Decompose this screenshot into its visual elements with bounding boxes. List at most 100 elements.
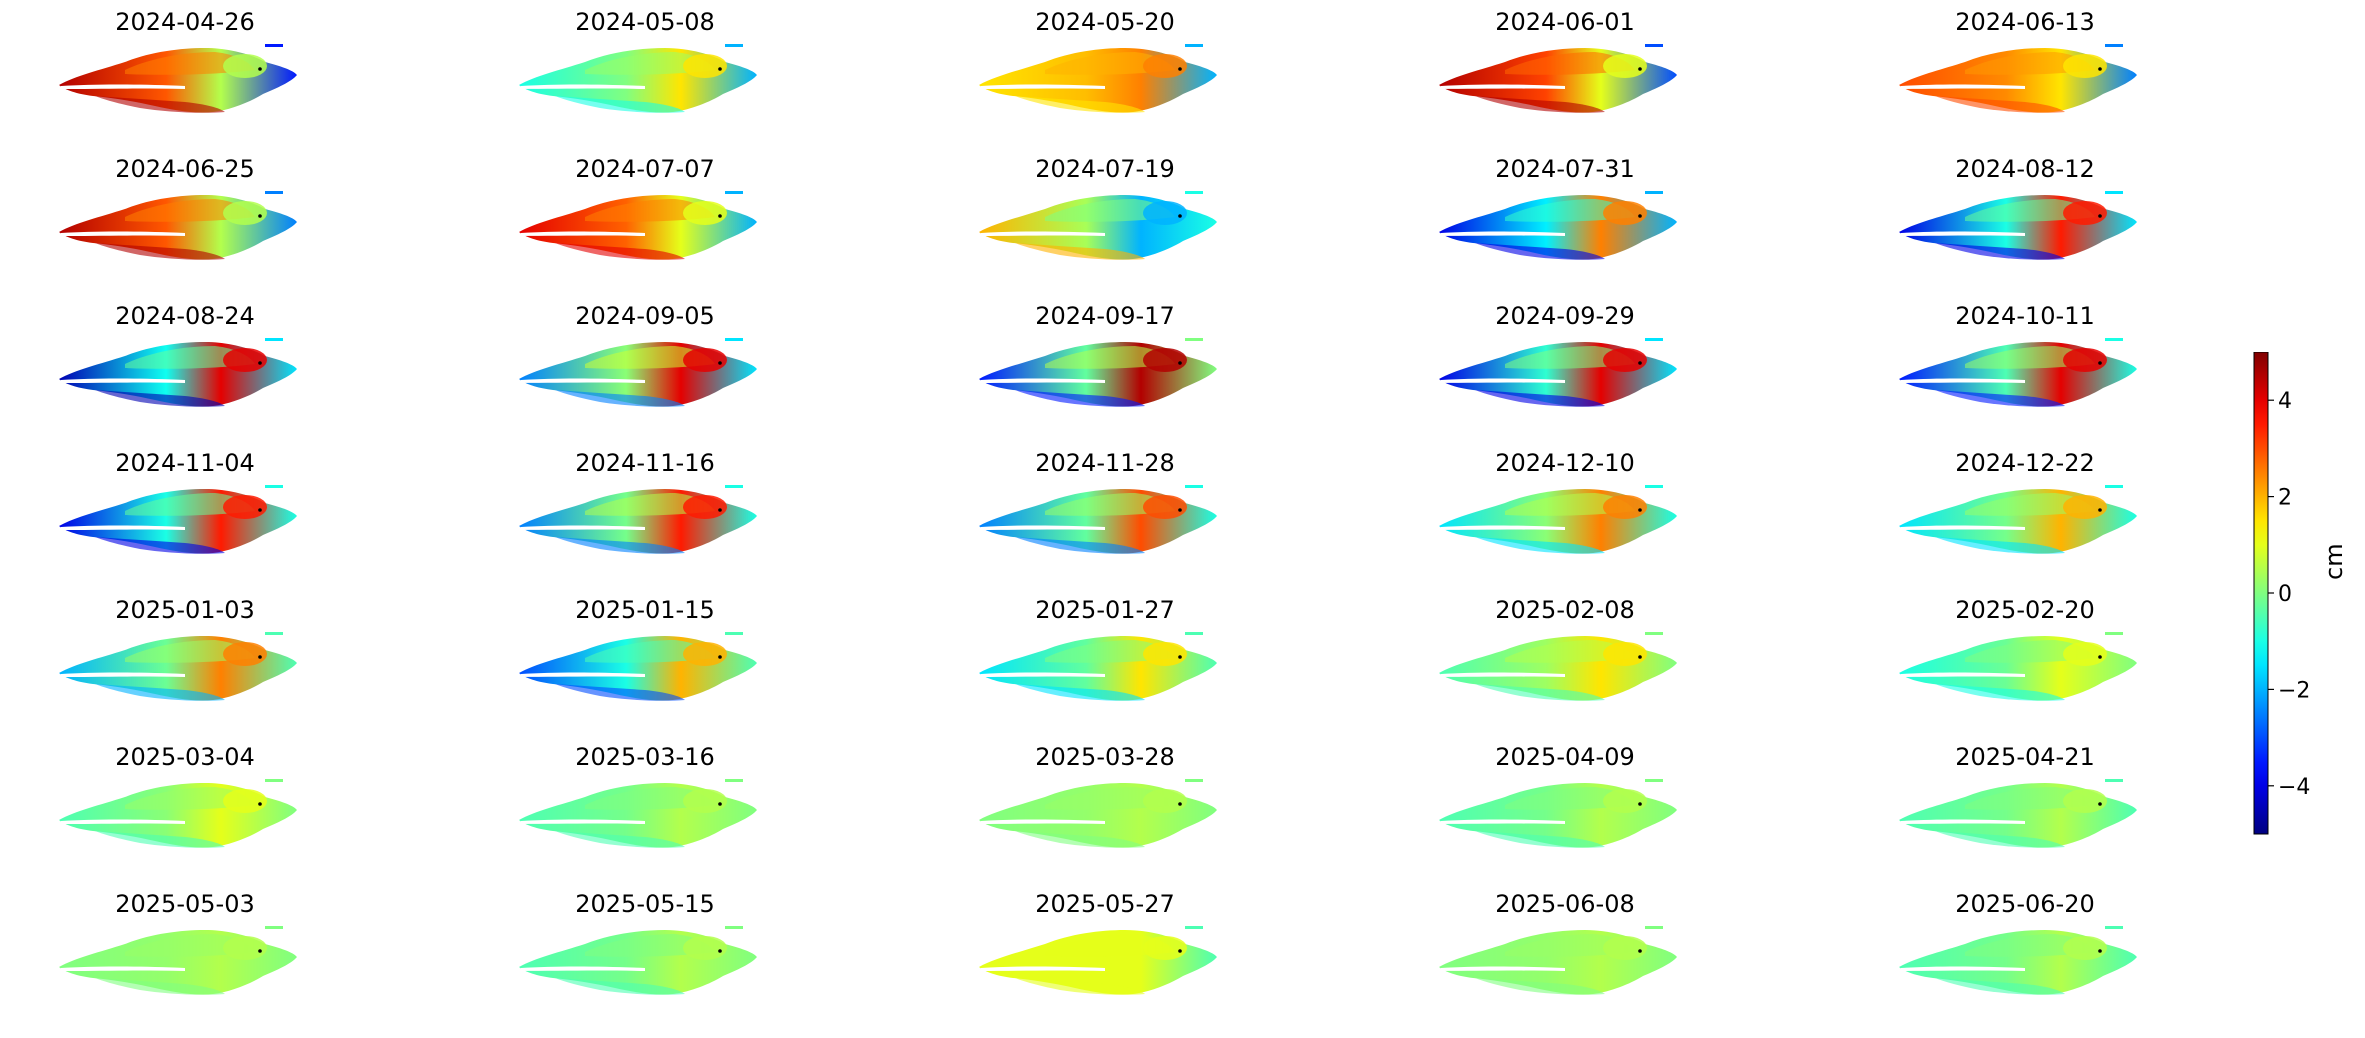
panel-date-label: 2024-08-24 bbox=[115, 302, 255, 330]
map-panel: 2025-03-28 bbox=[975, 735, 1235, 855]
displacement-hotspot bbox=[683, 495, 727, 519]
isolated-pixels bbox=[265, 338, 283, 341]
map-gap bbox=[1901, 378, 2025, 383]
map-panel: 2024-04-26 bbox=[55, 0, 315, 120]
isolated-pixels bbox=[2105, 632, 2123, 635]
colorbar-tick-label: −2 bbox=[2278, 678, 2310, 703]
panel-date-label: 2025-06-08 bbox=[1495, 890, 1635, 918]
displacement-patch bbox=[125, 934, 255, 957]
map-gap bbox=[1441, 672, 1565, 677]
panel-date-label: 2024-12-10 bbox=[1495, 449, 1635, 477]
displacement-hotspot bbox=[223, 936, 267, 960]
displacement-patch bbox=[1045, 346, 1175, 369]
map-panel: 2024-10-11 bbox=[1895, 294, 2155, 414]
displacement-map bbox=[979, 338, 1217, 407]
displacement-hotspot bbox=[1143, 54, 1187, 78]
displacement-patch bbox=[1015, 684, 1145, 701]
displacement-patch bbox=[555, 831, 685, 848]
displacement-hotspot bbox=[223, 789, 267, 813]
reference-point bbox=[1178, 214, 1182, 218]
map-panel: 2025-06-20 bbox=[1895, 882, 2155, 1002]
map-gap bbox=[1441, 966, 1565, 971]
isolated-pixels bbox=[725, 926, 743, 929]
map-gap bbox=[1901, 966, 2025, 971]
map-panel: 2025-01-15 bbox=[515, 588, 775, 708]
displacement-patch bbox=[125, 199, 255, 222]
displacement-map bbox=[979, 485, 1217, 554]
displacement-map bbox=[1899, 779, 2137, 848]
displacement-patch bbox=[1045, 787, 1175, 810]
reference-point bbox=[1178, 949, 1182, 953]
displacement-patch bbox=[585, 199, 715, 222]
panel-date-label: 2024-06-13 bbox=[1955, 8, 2095, 36]
isolated-pixels bbox=[1645, 485, 1663, 488]
colorbar-tick-label: 2 bbox=[2278, 486, 2292, 511]
displacement-map bbox=[59, 779, 297, 848]
panel-date-label: 2025-03-16 bbox=[575, 743, 715, 771]
map-panel: 2024-11-16 bbox=[515, 441, 775, 561]
displacement-patch bbox=[1475, 537, 1605, 554]
displacement-hotspot bbox=[223, 495, 267, 519]
isolated-pixels bbox=[1185, 44, 1203, 47]
displacement-patch bbox=[1935, 831, 2065, 848]
reference-point bbox=[1178, 802, 1182, 806]
map-gap bbox=[521, 966, 645, 971]
panel-date-label: 2024-06-25 bbox=[115, 155, 255, 183]
displacement-patch bbox=[1965, 787, 2095, 810]
reference-point bbox=[258, 802, 262, 806]
displacement-patch bbox=[1475, 96, 1605, 113]
panel-date-label: 2024-07-31 bbox=[1495, 155, 1635, 183]
reference-point bbox=[1638, 214, 1642, 218]
isolated-pixels bbox=[2105, 338, 2123, 341]
displacement-map bbox=[519, 191, 757, 260]
isolated-pixels bbox=[2105, 44, 2123, 47]
displacement-patch bbox=[1505, 346, 1635, 369]
reference-point bbox=[718, 508, 722, 512]
displacement-hotspot bbox=[223, 54, 267, 78]
map-panel: 2024-09-29 bbox=[1435, 294, 1695, 414]
panel-date-label: 2024-09-05 bbox=[575, 302, 715, 330]
reference-point bbox=[1638, 67, 1642, 71]
displacement-patch bbox=[555, 96, 685, 113]
isolated-pixels bbox=[1185, 485, 1203, 488]
map-panel: 2024-05-20 bbox=[975, 0, 1235, 120]
panel-date-label: 2025-05-27 bbox=[1035, 890, 1175, 918]
displacement-patch bbox=[95, 96, 225, 113]
map-gap bbox=[1441, 84, 1565, 89]
displacement-patch bbox=[585, 934, 715, 957]
reference-point bbox=[1178, 361, 1182, 365]
map-panel: 2025-04-21 bbox=[1895, 735, 2155, 855]
panel-date-label: 2024-10-11 bbox=[1955, 302, 2095, 330]
map-panel: 2024-07-31 bbox=[1435, 147, 1695, 267]
map-panel: 2025-05-27 bbox=[975, 882, 1235, 1002]
map-panel: 2024-09-17 bbox=[975, 294, 1235, 414]
isolated-pixels bbox=[1185, 191, 1203, 194]
panel-date-label: 2024-04-26 bbox=[115, 8, 255, 36]
map-panel: 2025-02-20 bbox=[1895, 588, 2155, 708]
reference-point bbox=[1638, 361, 1642, 365]
displacement-map bbox=[1899, 926, 2137, 995]
map-gap bbox=[521, 84, 645, 89]
map-panel: 2025-04-09 bbox=[1435, 735, 1695, 855]
displacement-patch bbox=[1965, 493, 2095, 516]
displacement-patch bbox=[1935, 684, 2065, 701]
reference-point bbox=[1638, 655, 1642, 659]
reference-point bbox=[2098, 655, 2102, 659]
displacement-patch bbox=[555, 684, 685, 701]
panel-date-label: 2024-09-17 bbox=[1035, 302, 1175, 330]
panel-date-label: 2024-09-29 bbox=[1495, 302, 1635, 330]
panel-date-label: 2024-05-08 bbox=[575, 8, 715, 36]
displacement-hotspot bbox=[1143, 936, 1187, 960]
panel-date-label: 2025-04-09 bbox=[1495, 743, 1635, 771]
displacement-hotspot bbox=[1143, 789, 1187, 813]
reference-point bbox=[258, 361, 262, 365]
isolated-pixels bbox=[265, 191, 283, 194]
displacement-patch bbox=[125, 52, 255, 75]
isolated-pixels bbox=[265, 632, 283, 635]
displacement-patch bbox=[1015, 831, 1145, 848]
map-panel: 2025-01-27 bbox=[975, 588, 1235, 708]
colorbar: −4 −2 0 2 4 bbox=[2253, 352, 2310, 835]
isolated-pixels bbox=[1185, 338, 1203, 341]
reference-point bbox=[2098, 802, 2102, 806]
